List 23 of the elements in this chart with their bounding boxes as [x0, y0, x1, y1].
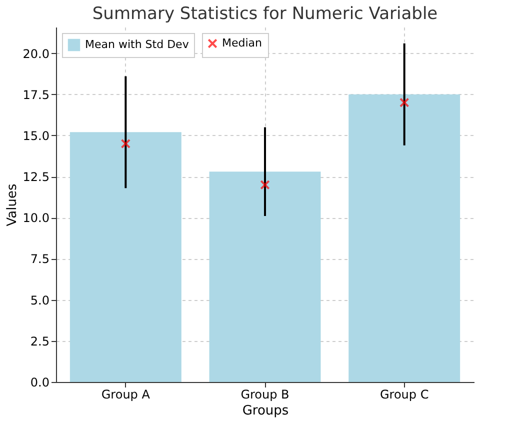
legend-label: Median — [222, 36, 262, 50]
y-tick-label: 7.5 — [30, 252, 50, 266]
x-axis-title: Groups — [242, 404, 289, 418]
y-tick-label: 15.0 — [22, 128, 50, 143]
y-tick-label: 20.0 — [22, 46, 50, 61]
point — [120, 138, 131, 149]
x-tick-label: Group A — [101, 388, 151, 402]
point — [399, 98, 410, 108]
x-tick-label: Group B — [240, 388, 290, 402]
y-tick-label: 5.0 — [30, 293, 50, 308]
y-tick-label: 0.0 — [30, 376, 50, 390]
y-tick-label: 2.5 — [30, 334, 50, 348]
y-tick-label: 12.5 — [22, 170, 50, 184]
bar — [209, 172, 321, 382]
x-tick-label: Group C — [380, 388, 429, 402]
point — [260, 180, 270, 190]
bar — [348, 94, 460, 382]
chart-title: Summary Statistics for Numeric Variable — [92, 4, 438, 24]
legend-label: Mean with Std Dev — [85, 38, 190, 51]
y-tick-label: 17.5 — [22, 88, 50, 102]
bar — [70, 132, 182, 382]
y-tick-label: 10.0 — [22, 211, 50, 226]
y-axis-title: Values — [4, 184, 20, 226]
